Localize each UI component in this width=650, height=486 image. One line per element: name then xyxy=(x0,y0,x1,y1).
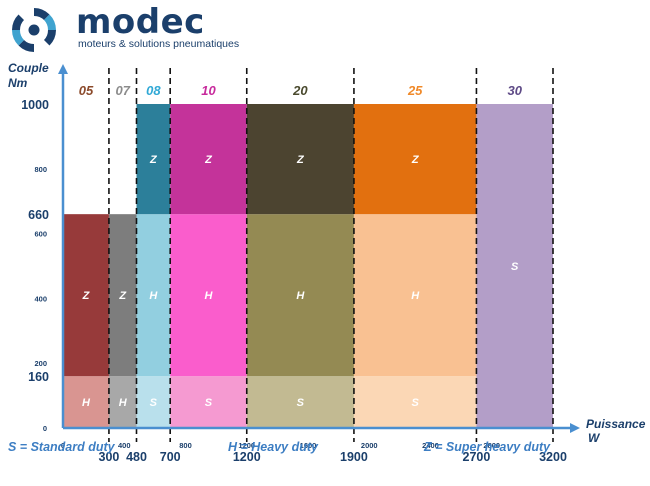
series-label-25: 25 xyxy=(407,83,423,98)
band-label-08-h: H xyxy=(149,290,158,302)
band-label-05-h: H xyxy=(82,397,91,409)
y-axis-label-line1: Couple xyxy=(8,61,49,75)
y-tick-minor-0: 0 xyxy=(43,424,47,433)
brand-name: modec xyxy=(76,2,205,42)
x-tick-major-3200: 3200 xyxy=(539,450,567,464)
y-tick-minor-600: 600 xyxy=(34,230,47,239)
band-08-h xyxy=(136,214,171,377)
band-10-h xyxy=(170,214,247,377)
band-label-08-z: Z xyxy=(149,154,158,166)
x-tick-major-1200: 1200 xyxy=(233,450,261,464)
band-label-07-z: Z xyxy=(118,290,127,302)
band-label-20-h: H xyxy=(296,290,305,302)
x-tick-minor-2800: 2800 xyxy=(483,441,500,450)
x-axis-arrow xyxy=(570,423,580,433)
x-axis-label-line1: Puissance xyxy=(586,417,646,431)
band-30-s xyxy=(476,104,553,428)
band-label-10-h: H xyxy=(204,290,213,302)
band-label-05-z: Z xyxy=(82,290,91,302)
x-tick-minor-0: 0 xyxy=(61,441,65,450)
band-label-20-z: Z xyxy=(296,154,305,166)
band-25-s xyxy=(353,376,477,428)
legend-super-heavy: Z = Super heavy duty xyxy=(424,440,551,454)
band-05-h xyxy=(63,376,109,428)
x-tick-major-700: 700 xyxy=(160,450,181,464)
y-axis-arrow xyxy=(58,64,68,74)
band-10-s xyxy=(170,376,247,428)
y-tick-major-1000: 1000 xyxy=(21,98,49,112)
y-tick-minor-400: 400 xyxy=(34,294,47,303)
series-label-05: 05 xyxy=(79,83,94,98)
x-tick-minor-400: 400 xyxy=(118,441,131,450)
x-tick-minor-2000: 2000 xyxy=(361,441,378,450)
y-tick-major-160: 160 xyxy=(28,370,49,384)
legend-standard: S = Standard duty xyxy=(8,440,115,454)
band-20-z xyxy=(246,104,354,215)
band-label-25-s: S xyxy=(412,397,420,409)
band-label-10-s: S xyxy=(205,397,213,409)
band-05-z xyxy=(63,214,109,377)
x-tick-minor-2400: 2400 xyxy=(422,441,439,450)
band-label-30-s: S xyxy=(511,261,519,273)
band-label-07-h: H xyxy=(119,397,128,409)
band-07-h xyxy=(108,376,137,428)
y-axis-label-line2: Nm xyxy=(8,76,28,90)
series-label-10: 10 xyxy=(201,83,216,98)
band-10-z xyxy=(170,104,247,215)
x-tick-major-1900: 1900 xyxy=(340,450,368,464)
band-label-08-s: S xyxy=(150,397,158,409)
x-axis-label-line2: W xyxy=(588,431,600,445)
x-tick-major-2700: 2700 xyxy=(463,450,491,464)
y-tick-major-660: 660 xyxy=(28,208,49,222)
x-axis-label: Puissance W xyxy=(586,417,645,445)
series-label-07: 07 xyxy=(115,83,130,98)
series-label-20: 20 xyxy=(292,83,308,98)
legend-heavy: H = Heavy duty xyxy=(228,440,318,454)
y-axis-label: Couple Nm xyxy=(8,61,49,91)
x-tick-minor-800: 800 xyxy=(179,441,192,450)
band-08-z xyxy=(136,104,171,215)
band-08-s xyxy=(136,376,171,428)
x-tick-minor-1600: 1600 xyxy=(300,441,317,450)
brand-tagline: moteurs & solutions pneumatiques xyxy=(78,38,240,50)
band-25-h xyxy=(353,214,477,377)
band-07-z xyxy=(108,214,137,377)
y-tick-minor-800: 800 xyxy=(34,165,47,174)
x-tick-major-480: 480 xyxy=(126,450,147,464)
band-label-10-z: Z xyxy=(204,154,213,166)
series-label-08: 08 xyxy=(146,83,161,98)
band-25-z xyxy=(353,104,477,215)
band-label-25-h: H xyxy=(411,290,420,302)
logo-icon xyxy=(12,8,56,52)
x-tick-major-300: 300 xyxy=(99,450,120,464)
band-20-h xyxy=(246,214,354,377)
x-tick-minor-1200: 1200 xyxy=(238,441,255,450)
band-label-20-s: S xyxy=(297,397,305,409)
series-label-30: 30 xyxy=(507,83,522,98)
band-20-s xyxy=(246,376,354,428)
brand-logo: modec moteurs & solutions pneumatiques xyxy=(8,2,239,54)
band-label-25-z: Z xyxy=(411,154,420,166)
y-tick-minor-200: 200 xyxy=(34,359,47,368)
